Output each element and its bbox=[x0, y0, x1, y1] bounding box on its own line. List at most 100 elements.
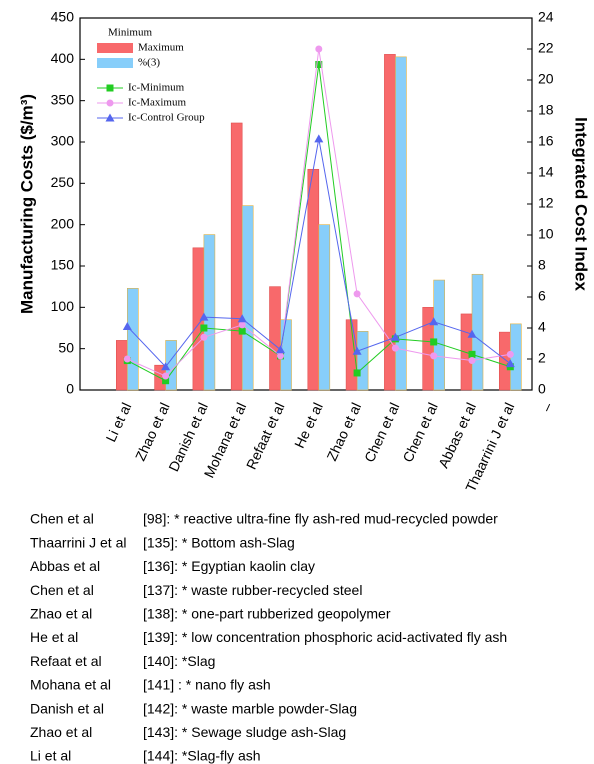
line-marker bbox=[315, 61, 323, 68]
y-tick-label: 0 bbox=[66, 381, 74, 397]
y2-tick-label: 0 bbox=[538, 381, 546, 397]
line-marker bbox=[200, 324, 208, 332]
x-tick-label: He et al bbox=[291, 400, 326, 450]
line-marker bbox=[162, 377, 170, 385]
line-marker bbox=[314, 134, 324, 143]
y2-tick-label: 12 bbox=[538, 195, 554, 211]
bar bbox=[471, 273, 484, 391]
legend-label: Minimum bbox=[108, 27, 152, 39]
y2-tick-label: 24 bbox=[538, 9, 554, 25]
line-marker bbox=[237, 314, 247, 323]
bar bbox=[241, 205, 254, 391]
reference-text: [139]: * low concentration phosphoric ac… bbox=[143, 629, 507, 645]
reference-author: Zhao et al bbox=[30, 724, 92, 740]
y2-tick-label: 2 bbox=[538, 350, 546, 366]
reference-text: [137]: * waste rubber-recycled steel bbox=[143, 582, 362, 598]
y2-tick-label: 22 bbox=[538, 40, 554, 56]
line-marker bbox=[353, 290, 361, 298]
reference-author: Abbas et al bbox=[30, 558, 100, 574]
x-tick-label: Refaat et al bbox=[243, 400, 288, 472]
reference-text: [141] : * nano fly ash bbox=[143, 677, 271, 693]
y2-axis-title: Integrated Cost Index bbox=[572, 117, 591, 291]
x-tick-label: Zhao et al bbox=[323, 400, 364, 463]
reference-text: [135]: * Bottom ash-Slag bbox=[143, 534, 295, 550]
line-marker bbox=[430, 338, 438, 346]
legend-label: %(3) bbox=[138, 57, 160, 69]
y2-tick-label: 20 bbox=[538, 71, 554, 87]
y-tick-label: 150 bbox=[51, 257, 75, 273]
legend-swatch bbox=[97, 58, 133, 68]
line-marker bbox=[277, 352, 284, 360]
legend-label: Ic-Minimum bbox=[128, 82, 185, 94]
legend-marker bbox=[105, 113, 115, 122]
line-marker bbox=[429, 317, 439, 326]
line-marker bbox=[238, 321, 246, 329]
reference-text: [140]: *Slag bbox=[143, 653, 215, 669]
line-marker bbox=[505, 359, 515, 368]
line-marker bbox=[123, 355, 131, 363]
line-marker bbox=[468, 357, 476, 365]
y-tick-label: 400 bbox=[51, 50, 75, 66]
reference-author: Li et al bbox=[30, 748, 71, 764]
x-tick-label: Chen et al bbox=[361, 400, 402, 465]
x-tick-label: Danish et al bbox=[165, 400, 211, 474]
line-marker bbox=[161, 362, 171, 371]
bar bbox=[318, 224, 331, 391]
bar bbox=[269, 286, 281, 391]
legend-marker bbox=[106, 84, 114, 92]
legend-label: Maximum bbox=[138, 42, 184, 54]
y2-tick-label: 14 bbox=[538, 164, 554, 180]
legend-swatch bbox=[97, 43, 133, 53]
reference-author: Chen et al bbox=[30, 582, 94, 598]
reference-text: [98]: * reactive ultra-fine fly ash-red … bbox=[143, 511, 498, 527]
x-tick-label: Zhao et al bbox=[132, 400, 173, 463]
reference-text: [144]: *Slag-fly ash bbox=[143, 748, 261, 764]
y2-tick-label: 18 bbox=[538, 102, 554, 118]
legend-label: Ic-Maximum bbox=[128, 97, 186, 109]
legend-marker bbox=[106, 99, 114, 107]
line-marker bbox=[162, 372, 170, 380]
line-marker bbox=[122, 321, 132, 330]
bar bbox=[498, 331, 511, 391]
reference-author: Danish et al bbox=[30, 700, 104, 716]
reference-author: Mohana et al bbox=[30, 677, 111, 693]
y2-tick-label: 16 bbox=[538, 133, 554, 149]
bar bbox=[127, 288, 139, 391]
y-tick-label: 350 bbox=[51, 91, 75, 107]
reference-author: Chen et al bbox=[30, 511, 94, 527]
reference-author: Refaat et al bbox=[30, 653, 102, 669]
reference-author: Zhao et al bbox=[30, 606, 92, 622]
x-tick-label: – bbox=[538, 400, 556, 414]
bar bbox=[307, 168, 320, 391]
y-tick-label: 450 bbox=[51, 9, 75, 25]
line-marker bbox=[238, 327, 246, 335]
bar bbox=[422, 307, 435, 391]
line-marker bbox=[200, 333, 208, 341]
line-marker bbox=[430, 352, 438, 360]
line-marker bbox=[506, 350, 514, 358]
line-marker bbox=[353, 369, 361, 377]
bar bbox=[356, 331, 369, 391]
x-tick-label: Abbas et al bbox=[435, 400, 479, 470]
y-tick-label: 100 bbox=[51, 298, 75, 314]
y2-tick-label: 6 bbox=[538, 288, 546, 304]
reference-author: Thaarrini J et al bbox=[30, 534, 126, 550]
reference-text: [143]: * Sewage sludge ash-Slag bbox=[143, 724, 346, 740]
line-marker bbox=[468, 350, 476, 358]
y-tick-label: 200 bbox=[51, 215, 75, 231]
reference-text: [142]: * waste marble powder-Slag bbox=[143, 700, 357, 716]
bar bbox=[230, 122, 243, 391]
bar bbox=[433, 279, 446, 391]
y2-tick-label: 8 bbox=[538, 257, 546, 273]
reference-author: He et al bbox=[30, 629, 78, 645]
y-axis-title: Manufacturing Costs ($/m³) bbox=[17, 94, 36, 314]
x-tick-label: Chen et al bbox=[399, 400, 440, 465]
y2-tick-label: 4 bbox=[538, 319, 546, 335]
line-marker bbox=[315, 45, 323, 53]
y2-tick-label: 10 bbox=[538, 226, 554, 242]
y-tick-label: 250 bbox=[51, 174, 75, 190]
line-marker bbox=[391, 344, 399, 352]
y-tick-label: 50 bbox=[58, 339, 74, 355]
reference-text: [138]: * one-part rubberized geopolymer bbox=[143, 606, 391, 622]
